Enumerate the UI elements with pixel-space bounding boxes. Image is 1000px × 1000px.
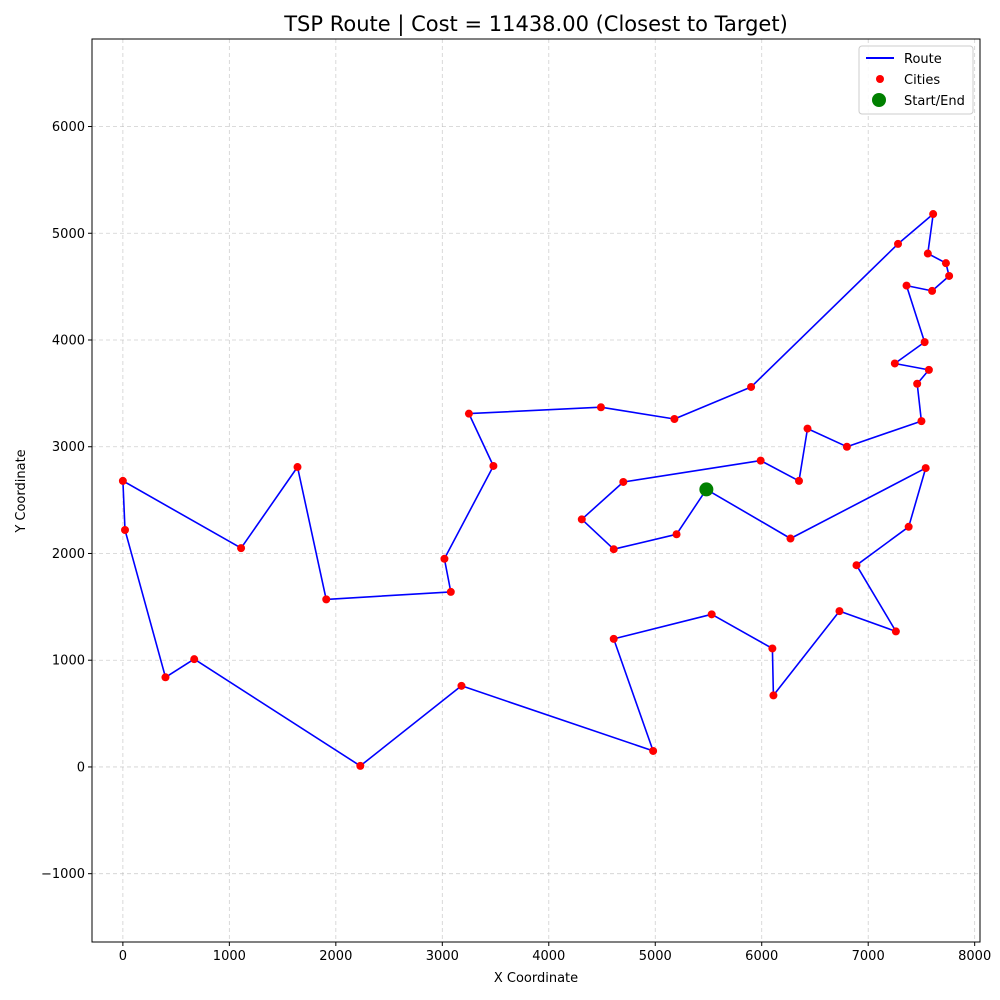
city-point: [596, 403, 605, 412]
x-tick-label: 4000: [532, 949, 565, 964]
city-point: [670, 414, 679, 423]
city-point: [322, 595, 331, 604]
city-point: [929, 210, 938, 219]
city-point: [464, 409, 473, 418]
city-point: [121, 525, 130, 534]
city-point: [190, 655, 199, 664]
grid: [92, 39, 980, 942]
city-point: [920, 338, 929, 347]
city-point: [446, 587, 455, 596]
city-point: [921, 464, 930, 473]
city-point: [786, 534, 795, 543]
x-tick-label: 6000: [745, 949, 778, 964]
city-point: [803, 424, 812, 433]
x-axis-ticks: 0 1000 2000 3000 4000 5000 6000 7000 8000: [119, 942, 991, 964]
city-points-series: [118, 210, 954, 770]
plot-frame: [91, 38, 981, 943]
legend-cities-label: Cities: [904, 73, 940, 88]
city-point: [890, 359, 899, 368]
legend-start-swatch: [872, 93, 886, 107]
city-point: [842, 442, 851, 451]
y-axis-label: Y Coordinate: [14, 449, 29, 533]
x-tick-label: 0: [119, 949, 127, 964]
x-tick-label: 2000: [319, 949, 352, 964]
city-point: [293, 463, 302, 472]
city-point: [747, 382, 756, 391]
city-point: [161, 673, 170, 682]
city-point: [756, 456, 765, 465]
route-line: [122, 213, 950, 767]
city-point: [852, 561, 861, 570]
city-point: [894, 239, 903, 248]
chart-title: TSP Route | Cost = 11438.00 (Closest to …: [283, 12, 788, 37]
y-tick-label: 4000: [52, 334, 85, 349]
legend: Route Cities Start/End: [858, 45, 974, 115]
city-point: [941, 259, 950, 268]
y-tick-label: 1000: [52, 654, 85, 669]
x-tick-label: 1000: [213, 949, 246, 964]
city-point: [794, 476, 803, 485]
city-point: [891, 627, 900, 636]
legend-route-label: Route: [904, 52, 942, 67]
x-tick-label: 5000: [639, 949, 672, 964]
city-point: [913, 379, 922, 388]
city-point: [237, 544, 246, 553]
y-tick-label: −1000: [41, 867, 85, 882]
city-point: [904, 522, 913, 531]
legend-box: [858, 45, 974, 115]
y-tick-label: 0: [77, 760, 85, 775]
city-point: [945, 271, 954, 280]
city-point: [768, 644, 777, 653]
city-point: [619, 477, 628, 486]
city-point: [917, 417, 926, 426]
city-point: [672, 530, 681, 539]
city-point: [928, 286, 937, 295]
y-axis-ticks: −1000 0 1000 2000 3000 4000 5000 6000: [41, 120, 92, 882]
y-tick-label: 3000: [52, 440, 85, 455]
x-axis-label: X Coordinate: [494, 971, 578, 986]
city-point: [924, 365, 933, 374]
city-point: [609, 545, 618, 554]
start-end-point: [699, 482, 714, 497]
start-end-series: [699, 482, 714, 497]
city-point: [489, 461, 498, 470]
legend-cities-swatch: [876, 75, 884, 83]
city-point: [356, 761, 365, 770]
y-tick-label: 2000: [52, 547, 85, 562]
city-point: [835, 607, 844, 616]
y-tick-label: 6000: [52, 120, 85, 135]
city-point: [902, 281, 911, 290]
city-point: [923, 249, 932, 258]
city-point: [769, 691, 778, 700]
x-tick-label: 7000: [852, 949, 885, 964]
city-point: [440, 554, 449, 563]
legend-start-label: Start/End: [904, 94, 965, 109]
city-point: [707, 610, 716, 619]
city-point: [457, 681, 466, 690]
y-tick-label: 5000: [52, 227, 85, 242]
city-point: [609, 634, 618, 643]
x-tick-label: 8000: [958, 949, 991, 964]
city-point: [118, 476, 127, 485]
city-point: [577, 515, 586, 524]
route-line-series: [122, 213, 950, 767]
x-tick-label: 3000: [426, 949, 459, 964]
city-point: [649, 746, 658, 755]
